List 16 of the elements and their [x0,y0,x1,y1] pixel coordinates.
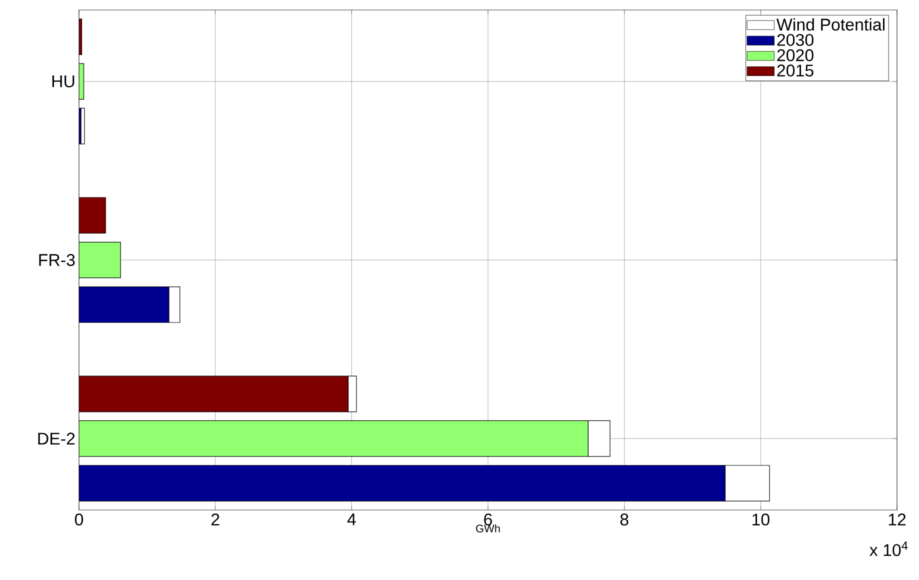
y-tick-label: DE-2 [38,432,75,444]
y-tick-label: FR-3 [39,254,75,266]
legend-label: Wind Potential [776,18,884,31]
x-tick-label: 8 [620,514,628,526]
y-tick-label: HU [52,76,74,88]
x-tick-label: 0 [74,514,84,526]
x-tick-label: 6 [484,514,492,526]
x-tick-label: 4 [347,514,356,526]
text: x 10$^{4}$ [870,542,908,556]
legend-label: 2020 [777,49,814,62]
x-axis-title: GWh [476,524,500,532]
x-tick-label: 2 [211,514,220,526]
x-tick-label: 10 [752,514,770,526]
legend-label: 2015 [777,64,814,77]
x-tick-label: 12 [888,514,906,526]
legend-label: 2030 [777,34,814,46]
